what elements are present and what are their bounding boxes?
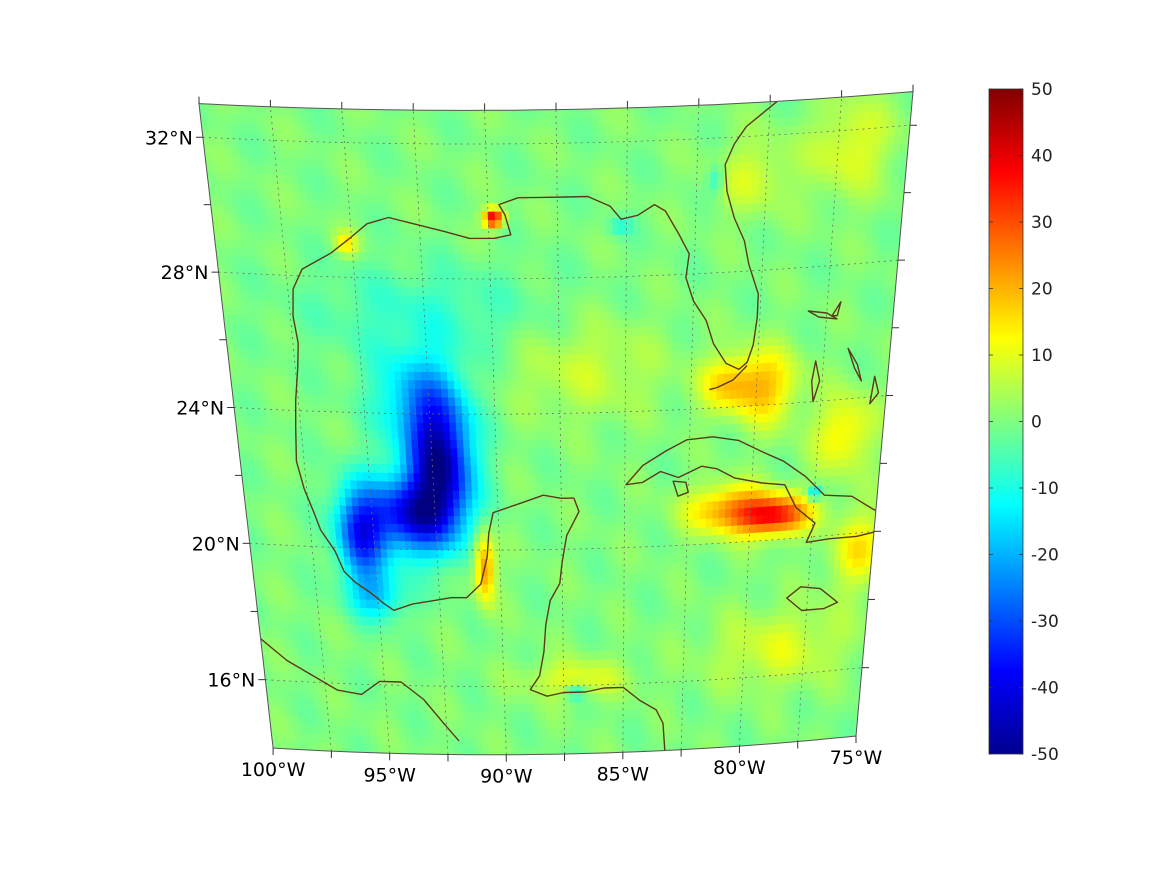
longitude-label: 90°W (480, 766, 533, 788)
colorbar-tick-label: -20 (1031, 546, 1059, 566)
grid-line (412, 110, 449, 755)
longitude-tick-labels: 100°W 95°W 90°W 85°W 80°W 75°W (241, 747, 883, 788)
coastline-segment (625, 436, 896, 544)
grid-line (622, 107, 628, 753)
coastline-segment (869, 375, 880, 405)
anomaly-field (199, 91, 913, 755)
grid-line (249, 530, 875, 551)
frame-ticks (195, 84, 917, 762)
colorbar: 50 40 30 20 10 0 -10 -20 -30 -40 -50 (988, 80, 1059, 765)
coastline-segment (883, 527, 913, 589)
latitude-label: 20°N (192, 533, 240, 555)
coastline-segment (807, 310, 838, 320)
map-panel: 100°W 95°W 90°W 85°W 80°W 75°W 32°N 28°N 24°N 20… (145, 84, 917, 788)
coastline-segment (847, 347, 862, 382)
colorbar-tick-label: 10 (1031, 346, 1053, 366)
longitude-label: 80°W (713, 757, 766, 779)
grid-line (234, 395, 887, 415)
colorbar-tick-label: -30 (1031, 612, 1059, 632)
coastline-segment (260, 638, 460, 742)
coastline-segment (831, 301, 842, 317)
colorbar-ticks: 50 40 30 20 10 0 -10 -20 -30 -40 -50 (989, 80, 1059, 765)
colorbar-gradient (988, 88, 1024, 755)
colorbar-tick-label: 50 (1031, 80, 1053, 100)
colorbar-tick-label: -40 (1031, 679, 1059, 699)
latitude-label: 32°N (145, 127, 193, 149)
coastline-segment (786, 586, 839, 612)
coastline-segment (292, 97, 783, 611)
grid-line (739, 101, 771, 747)
latitude-label: 16°N (207, 670, 255, 692)
grid-line (484, 110, 507, 755)
latitude-label: 28°N (161, 262, 209, 284)
grid-line (555, 109, 565, 755)
coastline-segment (672, 480, 689, 497)
colorbar-tick-label: -50 (1031, 745, 1059, 765)
latitude-tick-labels: 32°N 28°N 24°N 20°N 16°N (145, 127, 255, 691)
grid-line (797, 97, 842, 742)
colorbar-tick-label: 40 (1031, 147, 1053, 167)
coastline-segment (529, 497, 666, 751)
grid-line (341, 108, 391, 754)
grid-line (202, 124, 911, 145)
longitude-label: 85°W (597, 763, 650, 785)
coastline-segment (811, 360, 821, 403)
coastline-segment (709, 365, 748, 391)
colorbar-tick-label: 30 (1031, 213, 1053, 233)
longitude-label: 95°W (363, 764, 416, 786)
colorbar-tick-label: -10 (1031, 479, 1059, 499)
colorbar-tick-label: 0 (1031, 413, 1042, 433)
colorbar-tick-label: 20 (1031, 280, 1053, 300)
grid-line (680, 105, 700, 750)
latitude-label: 24°N (176, 398, 224, 420)
longitude-label: 75°W (830, 747, 883, 769)
longitude-label: 100°W (241, 759, 306, 781)
grid-line (270, 106, 332, 752)
